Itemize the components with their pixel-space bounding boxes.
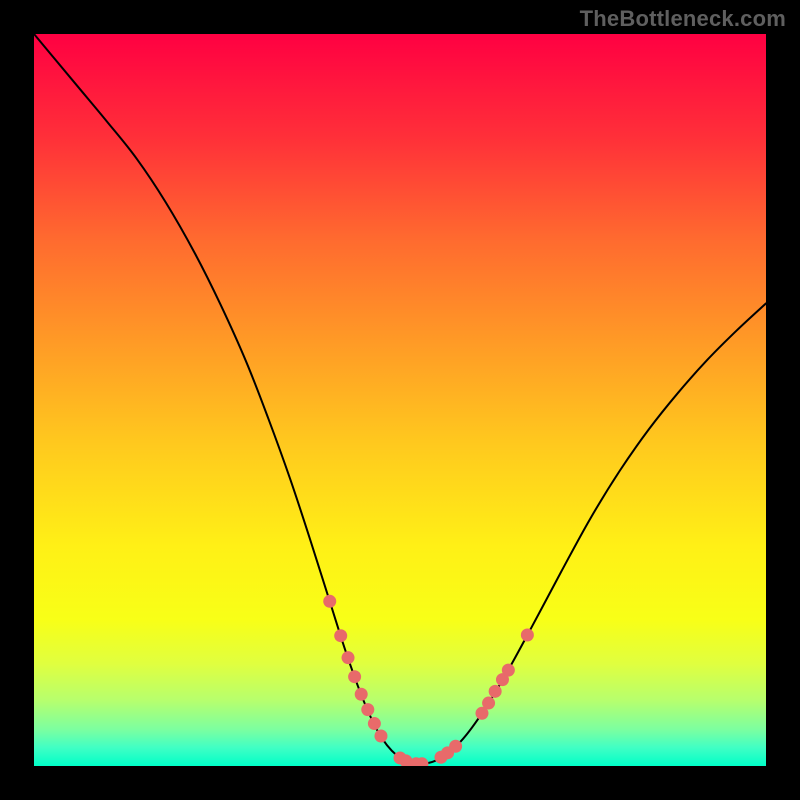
curve-marker xyxy=(502,664,515,677)
watermark-text: TheBottleneck.com xyxy=(580,6,786,32)
curve-marker xyxy=(489,685,502,698)
curve-marker xyxy=(334,629,347,642)
curve-marker xyxy=(355,688,368,701)
curve-marker xyxy=(342,651,355,664)
curve-marker xyxy=(374,729,387,742)
chart-frame: TheBottleneck.com xyxy=(0,0,800,800)
gradient-background xyxy=(34,34,766,766)
curve-marker xyxy=(361,703,374,716)
curve-marker xyxy=(368,717,381,730)
curve-marker xyxy=(323,595,336,608)
bottleneck-curve-plot xyxy=(34,34,766,766)
curve-marker xyxy=(521,628,534,641)
curve-marker xyxy=(482,697,495,710)
curve-marker xyxy=(348,670,361,683)
curve-marker xyxy=(449,740,462,753)
